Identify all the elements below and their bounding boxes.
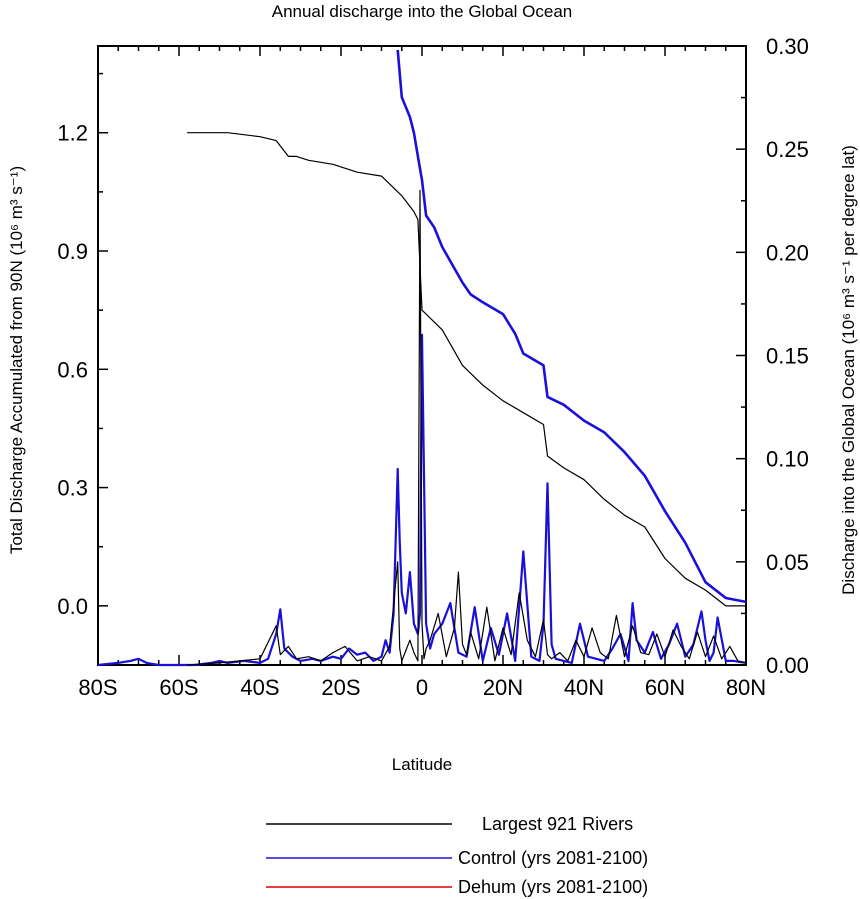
right-tick-label: 0.10 <box>766 447 809 472</box>
left-tick-label: 0.3 <box>57 476 88 501</box>
left-tick-label: 0.6 <box>57 357 88 382</box>
right-tick-label: 0.20 <box>766 240 809 265</box>
legend-label: Largest 921 Rivers <box>482 814 633 834</box>
left-axis-label: Total Discharge Accumulated from 90N (10… <box>7 166 26 554</box>
series-line-0-accumulated <box>187 132 746 607</box>
right-tick-label: 0.30 <box>766 34 809 59</box>
left-ticks: 0.0 0.3 0.6 0.9 1.2 <box>57 72 108 666</box>
x-ticks: 80S 60S 40S 20S 0 20N 40N 60N 80N <box>78 46 766 700</box>
x-tick-label: 80N <box>726 675 766 700</box>
left-tick-label: 1.2 <box>57 121 88 146</box>
x-tick-label: 40N <box>564 675 604 700</box>
series-line-2-per_degree <box>97 333 747 667</box>
series-line-3-per_degree <box>187 189 747 666</box>
x-tick-label: 40S <box>240 675 279 700</box>
legend: Largest 921 Rivers Control (yrs 2081-2100… <box>266 814 648 897</box>
x-tick-label: 0 <box>416 675 428 700</box>
chart-title: Annual discharge into the Global Ocean <box>272 2 573 21</box>
x-tick-label: 20N <box>483 675 523 700</box>
series-group <box>97 49 747 667</box>
x-tick-label: 60S <box>159 675 198 700</box>
x-tick-label: 80S <box>78 675 117 700</box>
x-tick-label: 60N <box>645 675 685 700</box>
x-axis-label: Latitude <box>392 755 453 774</box>
right-tick-label: 0.15 <box>766 344 809 369</box>
legend-label: Control (yrs 2081-2100) <box>458 848 648 868</box>
series-line-1-accumulated <box>396 49 747 604</box>
right-ticks: 0.00 0.05 0.10 0.15 0.20 0.25 0.30 <box>736 34 809 678</box>
legend-label: Dehum (yrs 2081-2100) <box>458 877 648 897</box>
left-tick-label: 0.9 <box>57 239 88 264</box>
right-tick-label: 0.05 <box>766 550 809 575</box>
left-tick-label: 0.0 <box>57 594 88 619</box>
x-tick-label: 20S <box>321 675 360 700</box>
right-tick-label: 0.00 <box>766 653 809 678</box>
right-tick-label: 0.25 <box>766 137 809 162</box>
right-axis-label: Discharge into the Global Ocean (10⁶ m³ … <box>839 145 858 595</box>
